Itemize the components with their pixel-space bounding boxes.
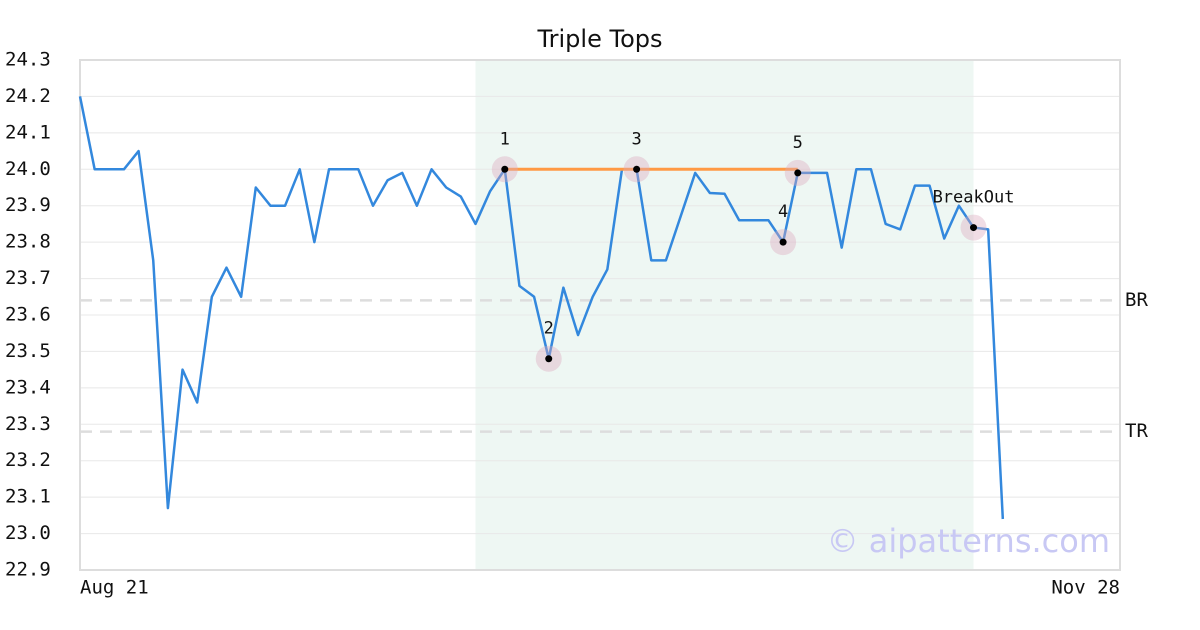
price-line bbox=[78, 96, 1005, 520]
pattern-point bbox=[633, 165, 641, 173]
point-label: 1 bbox=[500, 129, 510, 149]
y-tick-label: 24.1 bbox=[5, 121, 51, 143]
reference-label: TR bbox=[1125, 420, 1148, 442]
y-tick-label: 22.9 bbox=[5, 559, 51, 581]
point-label: BreakOut bbox=[933, 188, 1015, 208]
y-tick-label: 23.1 bbox=[5, 486, 51, 508]
pattern-point bbox=[794, 169, 802, 177]
chart-title: Triple Tops bbox=[537, 25, 663, 53]
y-tick-label: 23.9 bbox=[5, 194, 51, 216]
y-tick-label: 23.4 bbox=[5, 376, 51, 398]
y-tick-label: 23.2 bbox=[5, 449, 51, 471]
y-tick-label: 24.3 bbox=[5, 49, 51, 71]
pattern-point bbox=[779, 238, 787, 246]
pattern-point bbox=[970, 224, 978, 232]
point-label: 3 bbox=[631, 129, 641, 149]
pattern-point bbox=[501, 165, 509, 173]
y-tick-label: 23.0 bbox=[5, 522, 51, 544]
x-tick-label: Nov 28 bbox=[1051, 577, 1120, 599]
x-tick-label: Aug 21 bbox=[80, 577, 149, 599]
point-label: 2 bbox=[544, 319, 554, 339]
watermark: © aipatterns.com bbox=[827, 522, 1110, 560]
y-tick-label: 23.5 bbox=[5, 340, 51, 362]
reference-label: BR bbox=[1125, 289, 1148, 311]
point-label: 5 bbox=[793, 133, 803, 153]
y-tick-label: 23.8 bbox=[5, 231, 51, 253]
y-tick-label: 24.2 bbox=[5, 85, 51, 107]
y-tick-label: 23.3 bbox=[5, 413, 51, 435]
pattern-point bbox=[545, 355, 553, 363]
y-tick-label: 23.7 bbox=[5, 267, 51, 289]
point-label: 4 bbox=[778, 202, 788, 222]
y-tick-label: 23.6 bbox=[5, 304, 51, 326]
y-tick-label: 24.0 bbox=[5, 158, 51, 180]
plot-frame bbox=[79, 59, 1121, 571]
